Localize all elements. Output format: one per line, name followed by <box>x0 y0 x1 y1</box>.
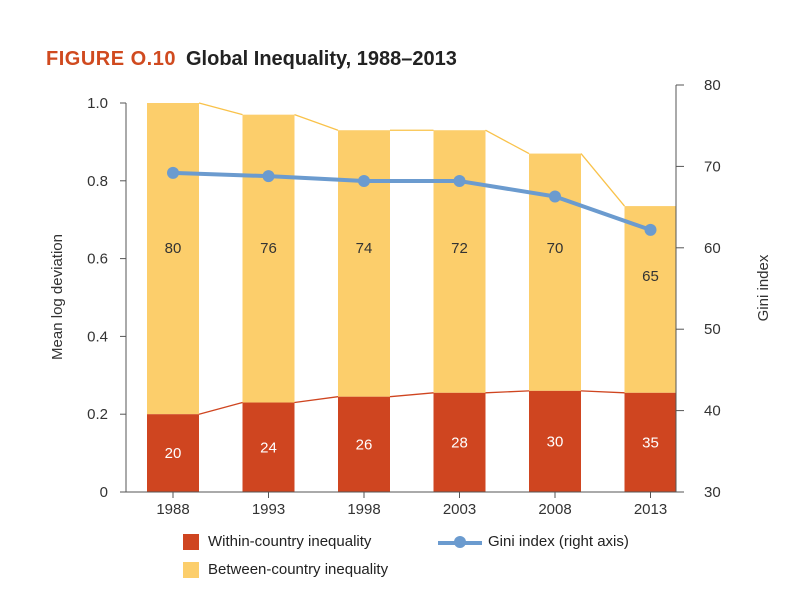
label-within-1988: 20 <box>165 445 182 462</box>
right-tick-label-30: 30 <box>704 484 721 501</box>
right-tick-label-60: 60 <box>704 240 721 257</box>
figure-title: Global Inequality, 1988–2013 <box>185 48 457 70</box>
within-swatch-icon <box>183 533 199 550</box>
gini-point-1988 <box>167 166 179 179</box>
gini-line <box>172 170 652 232</box>
x-tick-label-2003: 2003 <box>443 501 476 518</box>
gini-point-1998 <box>358 175 370 188</box>
bar-between-2008 <box>529 153 581 391</box>
bar-within-1988 <box>147 414 199 492</box>
right-tick-label-80: 80 <box>704 77 721 94</box>
connector-between-1993 <box>294 114 339 131</box>
legend-within-label: Within-country inequality <box>208 533 372 550</box>
bar-within-1993 <box>242 402 295 492</box>
connector-between-2008 <box>580 153 626 207</box>
between-swatch-icon <box>183 561 199 578</box>
legend-gini: Gini index (right axis) <box>438 533 629 550</box>
label-between-2013: 65 <box>642 268 659 285</box>
connector-within-2003 <box>485 390 530 394</box>
gini-point-2013 <box>644 223 657 236</box>
bar-between-1998 <box>338 130 390 397</box>
connector-within-1988 <box>198 401 243 415</box>
left-tick-label-0.4: 0.4 <box>87 328 108 345</box>
right-tick-label-70: 70 <box>704 158 721 175</box>
left-tick-label-0.6: 0.6 <box>87 251 108 268</box>
legend-within: Within-country inequality <box>183 533 371 550</box>
connector-within-2008 <box>580 390 625 394</box>
connector-within-1998 <box>389 392 434 398</box>
connector-between-2003 <box>485 129 530 155</box>
label-between-1998: 74 <box>356 240 373 257</box>
label-between-2008: 70 <box>547 240 564 257</box>
gini-point-1993 <box>262 170 275 183</box>
bar-between-2003 <box>433 130 486 393</box>
label-between-1988: 80 <box>165 240 182 257</box>
left-tick-label-0.2: 0.2 <box>87 406 108 423</box>
gini-point-2003 <box>453 175 466 188</box>
right-axis-title: Gini index <box>755 254 772 321</box>
label-within-2008: 30 <box>547 433 564 450</box>
label-between-1993: 76 <box>260 240 277 257</box>
legend-gini-label: Gini index (right axis) <box>488 533 629 550</box>
bar-between-1993 <box>242 114 295 403</box>
left-axis-title: Mean log deviation <box>49 234 66 360</box>
connector-between-1988 <box>198 102 243 116</box>
figure-label: FIGURE O.10 <box>46 48 176 70</box>
label-within-2013: 35 <box>642 434 659 451</box>
left-tick-label-0.8: 0.8 <box>87 173 108 190</box>
x-tick-label-1993: 1993 <box>252 501 285 518</box>
connector-within-1993 <box>294 396 339 404</box>
bar-within-2008 <box>529 390 581 492</box>
bar-within-1998 <box>338 396 390 492</box>
figure-title-row: FIGURE O.10 Global Inequality, 1988–2013 <box>46 48 457 71</box>
legend-between: Between-country inequality <box>183 561 388 578</box>
bar-between-2013 <box>624 206 677 393</box>
bar-within-2013 <box>624 392 677 492</box>
label-within-1998: 26 <box>356 436 373 453</box>
left-tick-label-1.0: 1.0 <box>87 95 108 112</box>
right-tick-label-50: 50 <box>704 321 721 338</box>
legend-between-label: Between-country inequality <box>208 561 389 578</box>
left-tick-label-0: 0 <box>100 484 108 501</box>
label-within-2003: 28 <box>451 434 468 451</box>
label-within-1993: 24 <box>260 439 277 456</box>
gini-line-icon <box>438 535 482 548</box>
x-tick-label-1998: 1998 <box>347 501 380 518</box>
gini-point-2008 <box>549 190 561 203</box>
x-tick-label-2008: 2008 <box>538 501 571 518</box>
right-tick-label-40: 40 <box>704 403 721 420</box>
bar-within-2003 <box>433 392 486 492</box>
bar-between-1988 <box>147 103 199 415</box>
label-between-2003: 72 <box>451 240 468 257</box>
x-tick-label-1988: 1988 <box>156 501 189 518</box>
x-tick-label-2013: 2013 <box>634 501 667 518</box>
